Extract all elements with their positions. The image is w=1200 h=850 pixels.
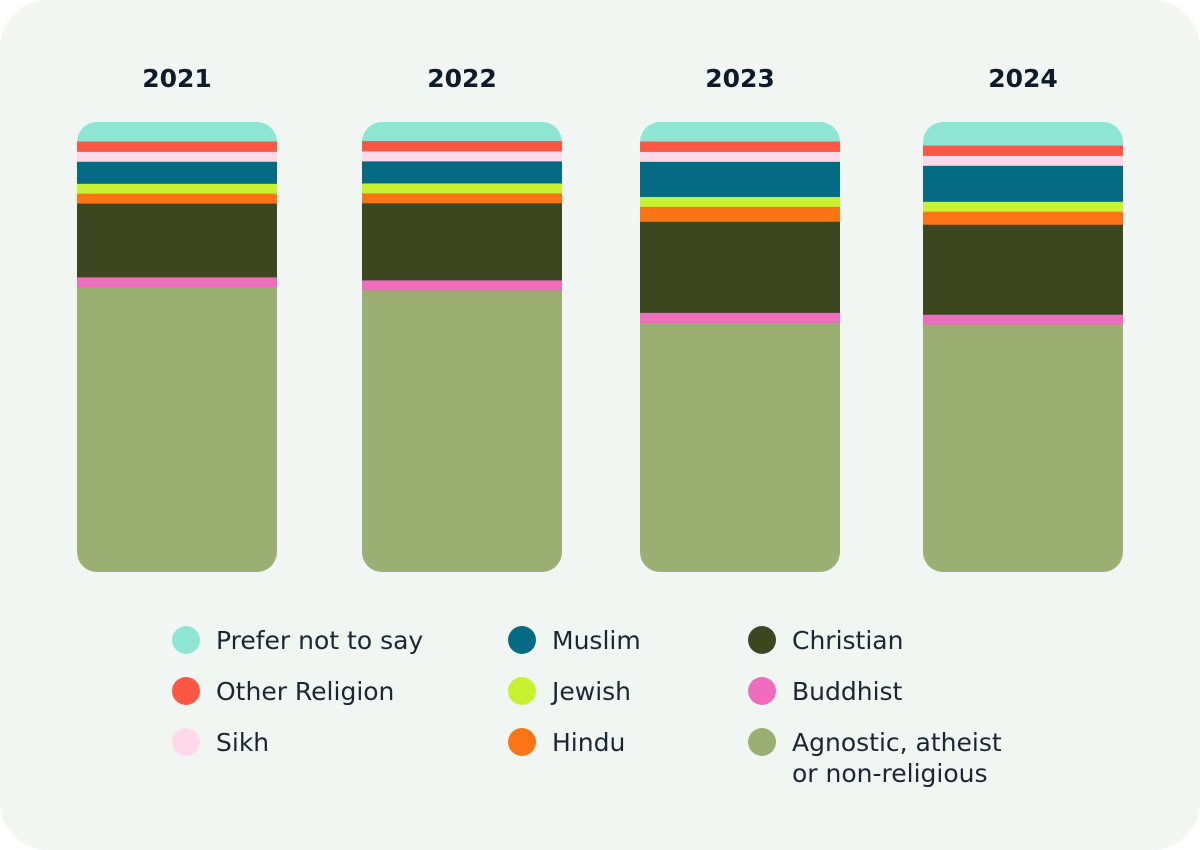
legend-swatch-prefer-not-to-say <box>172 626 200 654</box>
segment-2024-hindu <box>923 211 1123 225</box>
segment-2022-sikh <box>362 150 562 162</box>
segment-2021-jewish <box>77 183 277 194</box>
legend-swatch-agnostic-atheist <box>748 728 776 756</box>
segment-2021-hindu <box>77 193 277 204</box>
segment-2024-agnostic-atheist-or-non-religious <box>923 324 1123 572</box>
legend-swatch-other-religion <box>172 677 200 705</box>
segment-2023-agnostic-atheist-or-non-religious <box>640 322 840 572</box>
year-label-2024: 2024 <box>988 64 1058 93</box>
segment-2022-agnostic-atheist-or-non-religious <box>362 289 562 572</box>
segment-2022-muslim <box>362 160 562 184</box>
segment-2021-other-religion <box>77 141 277 152</box>
bar-2021 <box>77 122 277 572</box>
segment-2021-muslim <box>77 161 277 184</box>
legend-item-christian: Christian <box>748 626 903 655</box>
bar-2022 <box>362 122 562 572</box>
segment-2022-prefer-not-to-say <box>362 122 562 141</box>
legend-swatch-buddhist <box>748 677 776 705</box>
segment-2021-buddhist <box>77 276 277 288</box>
year-label-2022: 2022 <box>427 64 497 93</box>
segment-2024-christian <box>923 224 1123 315</box>
legend-label-agnostic-atheist-line2: or non-religious <box>792 759 988 788</box>
bar-2023 <box>640 122 840 572</box>
segment-2022-buddhist <box>362 279 562 291</box>
segment-2021-agnostic-atheist-or-non-religious <box>77 286 277 572</box>
segment-2024-prefer-not-to-say <box>923 122 1123 146</box>
segment-2024-jewish <box>923 201 1123 212</box>
segment-2023-hindu <box>640 206 840 222</box>
legend-label-jewish: Jewish <box>550 677 631 706</box>
legend-item-jewish: Jewish <box>508 677 631 706</box>
legend-item-muslim: Muslim <box>508 626 641 655</box>
legend-label-buddhist: Buddhist <box>792 677 903 706</box>
segment-2024-buddhist <box>923 314 1123 325</box>
segment-2022-christian <box>362 202 562 281</box>
legend-label-prefer-not-to-say: Prefer not to say <box>216 626 423 655</box>
segment-2023-prefer-not-to-say <box>640 122 840 142</box>
year-label-2023: 2023 <box>705 64 775 93</box>
segment-2023-muslim <box>640 161 840 197</box>
legend-item-sikh: Sikh <box>172 728 269 757</box>
segment-2024-sikh <box>923 155 1123 166</box>
legend-label-agnostic-atheist: Agnostic, atheist <box>792 728 1002 757</box>
legend-label-other-religion: Other Religion <box>216 677 394 706</box>
segment-2024-other-religion <box>923 145 1123 156</box>
segment-2021-prefer-not-to-say <box>77 122 277 142</box>
legend-item-buddhist: Buddhist <box>748 677 903 706</box>
legend-item-other-religion: Other Religion <box>172 677 394 706</box>
legend-item-hindu: Hindu <box>508 728 625 757</box>
segment-2022-other-religion <box>362 140 562 152</box>
legend-item-prefer-not-to-say: Prefer not to say <box>172 626 423 655</box>
bar-2024 <box>923 122 1123 572</box>
legend-swatch-muslim <box>508 626 536 654</box>
segment-2023-jewish <box>640 196 840 207</box>
segment-2021-sikh <box>77 151 277 162</box>
segment-2021-christian <box>77 203 277 278</box>
segment-2024-muslim <box>923 165 1123 202</box>
legend-swatch-hindu <box>508 728 536 756</box>
legend-label-hindu: Hindu <box>552 728 625 757</box>
legend-label-christian: Christian <box>792 626 903 655</box>
year-label-2021: 2021 <box>142 64 212 93</box>
legend-label-sikh: Sikh <box>216 728 269 757</box>
segment-2023-christian <box>640 221 840 313</box>
legend-label-muslim: Muslim <box>552 626 641 655</box>
segment-2023-other-religion <box>640 141 840 152</box>
segment-2022-jewish <box>362 182 562 194</box>
segment-2023-sikh <box>640 151 840 162</box>
legend-swatch-jewish <box>508 677 536 705</box>
segment-2022-hindu <box>362 192 562 204</box>
segment-2023-buddhist <box>640 312 840 323</box>
legend-swatch-christian <box>748 626 776 654</box>
legend-swatch-sikh <box>172 728 200 756</box>
